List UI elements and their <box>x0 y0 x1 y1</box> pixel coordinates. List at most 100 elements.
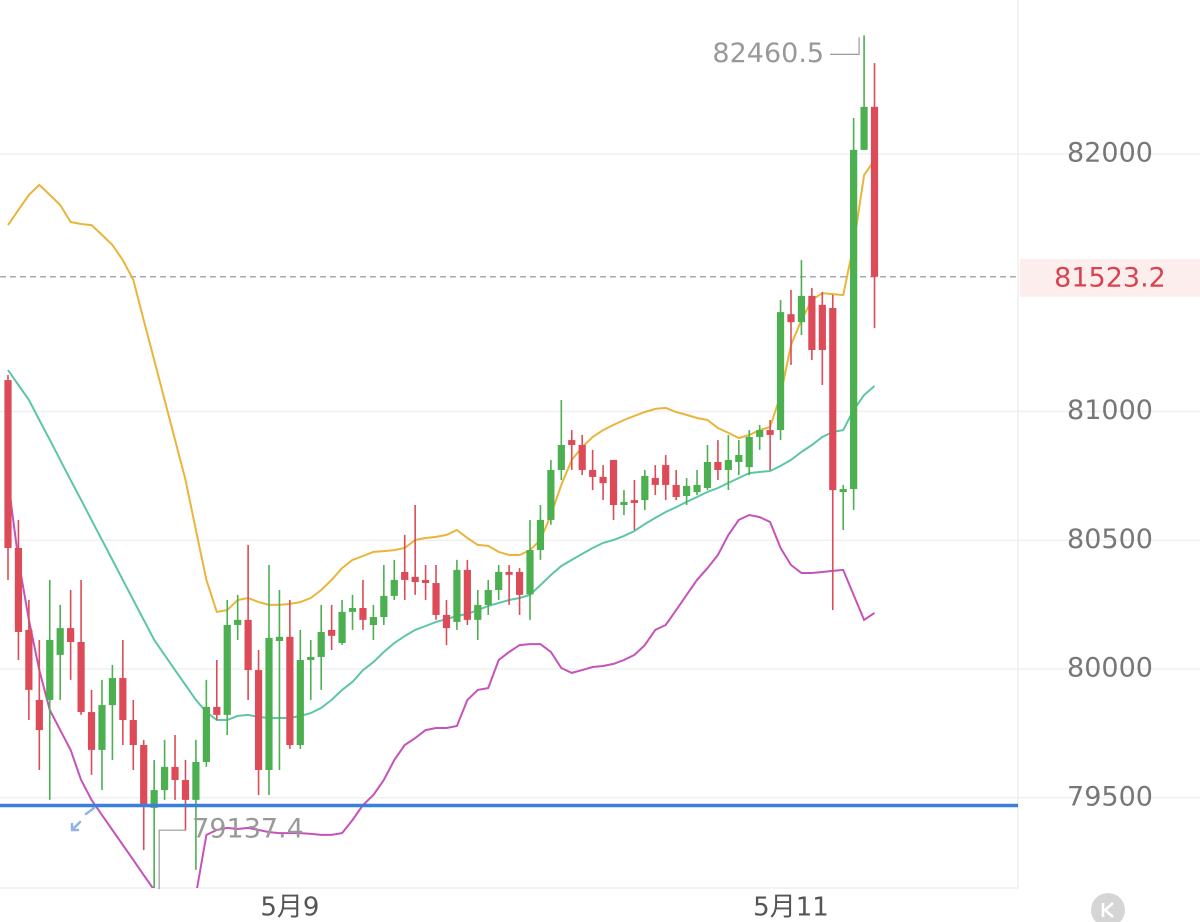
candle-body <box>286 636 294 746</box>
candle-body <box>609 459 618 506</box>
plot-area <box>0 35 1018 888</box>
y-tick-label: 79500 <box>1067 781 1153 812</box>
candle-body <box>724 459 732 470</box>
candle-body <box>67 628 75 643</box>
candle-body <box>223 625 231 715</box>
candle-body <box>192 762 200 800</box>
candle-body <box>515 571 524 595</box>
last-price-badge <box>1020 258 1200 297</box>
candle-body <box>495 571 503 590</box>
candle-body <box>359 608 367 620</box>
candle-body <box>265 637 273 770</box>
candle-body <box>630 500 638 503</box>
candle-body <box>98 705 106 750</box>
candle-body <box>526 550 534 595</box>
candle-body <box>860 106 868 150</box>
y-tick-label: 81000 <box>1067 395 1153 426</box>
candle-body <box>714 461 722 470</box>
candle-body <box>25 629 33 690</box>
candle-body <box>651 477 659 485</box>
band-line <box>7 479 876 888</box>
candle-body <box>328 629 336 636</box>
candle-body <box>776 312 785 431</box>
candle-body <box>348 608 357 612</box>
candle-body <box>474 604 482 620</box>
candle-body <box>797 295 806 323</box>
candle-body <box>703 461 712 489</box>
candle-body <box>547 469 555 520</box>
candle-body <box>683 485 691 496</box>
candle-body <box>787 314 795 323</box>
candle-body <box>275 636 284 641</box>
candle-body <box>119 678 127 721</box>
candle-body <box>14 548 23 632</box>
candle-body <box>202 706 210 763</box>
y-tick-label: 82000 <box>1067 137 1153 168</box>
candle-body <box>578 445 586 470</box>
candle-body <box>77 642 85 713</box>
candle-body <box>87 712 96 750</box>
candle-body <box>693 484 701 493</box>
last-price-label: 81523.2 <box>1054 262 1166 293</box>
labels: 79500 80000 80500 81000 82000 5月9 5月11 81523.2 8… <box>158 37 1200 922</box>
candle-body <box>422 579 430 584</box>
band-line <box>7 369 876 721</box>
min-label: 79137.4 <box>192 814 304 845</box>
candle-body <box>620 501 628 506</box>
candle-body <box>307 656 315 661</box>
candle-body <box>589 469 597 477</box>
candle-body <box>4 380 12 549</box>
candle-body <box>756 430 764 438</box>
x-tick-label: 5月11 <box>753 893 829 922</box>
max-label: 82460.5 <box>712 38 824 69</box>
candle-body <box>432 583 440 615</box>
candle-body <box>745 437 753 468</box>
candle-body <box>850 149 858 490</box>
candle-body <box>536 519 545 551</box>
y-tick-label: 80000 <box>1067 653 1153 684</box>
candle-body <box>150 790 158 808</box>
candle-body <box>766 430 774 435</box>
candle-body <box>171 766 179 781</box>
candle-body <box>234 619 242 626</box>
candle-body <box>839 489 847 493</box>
min-leader <box>158 829 187 890</box>
candle-body <box>599 476 607 484</box>
candle-body <box>829 307 837 491</box>
candle-body <box>463 569 471 620</box>
candle-body <box>254 670 263 770</box>
candle-body <box>818 304 826 350</box>
candle-body <box>390 579 398 596</box>
candle-body <box>568 440 576 445</box>
candle-body <box>453 569 461 622</box>
candle-body <box>56 628 64 655</box>
candle-body <box>411 576 419 583</box>
candle-body <box>662 465 670 485</box>
candle-body <box>46 639 54 700</box>
candle-body <box>108 678 116 706</box>
candle-body <box>140 745 148 806</box>
candle-body <box>735 455 743 462</box>
x-tick-label: 5月9 <box>260 893 319 922</box>
candle-body <box>35 699 43 731</box>
candle-body <box>369 617 377 626</box>
candle-body <box>213 706 221 715</box>
max-leader <box>830 37 860 56</box>
candle-body <box>505 571 513 575</box>
drawing-tool-icon[interactable] <box>70 806 96 832</box>
candle-body <box>641 475 649 501</box>
candle-body <box>244 619 252 671</box>
candle-body <box>380 595 388 618</box>
candle-body <box>442 614 451 629</box>
logo-button[interactable] <box>1091 893 1125 922</box>
candle-body <box>870 106 879 277</box>
candle-body <box>672 484 680 498</box>
candle-body <box>161 766 169 791</box>
candle-body <box>557 445 565 470</box>
grid <box>0 153 1200 799</box>
candle-body <box>317 631 325 657</box>
candle-body <box>338 611 346 644</box>
candle-body <box>296 660 304 746</box>
y-tick-label: 80500 <box>1067 524 1153 555</box>
